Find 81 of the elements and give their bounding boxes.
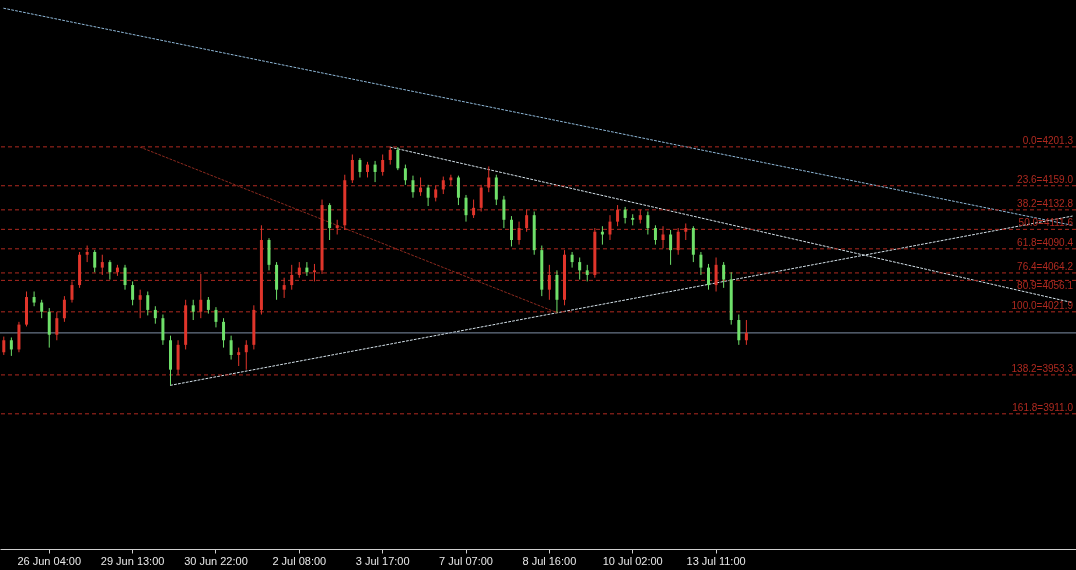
ref-line-label: 23.6=4159.0	[1017, 173, 1074, 185]
candlestick	[714, 256, 718, 293]
ref-line-label: 161.8=3911.0	[1012, 401, 1074, 413]
candlestick	[328, 202, 332, 241]
candlestick	[487, 165, 491, 193]
candlestick	[570, 251, 574, 269]
candlestick	[578, 256, 582, 281]
candlestick	[93, 249, 97, 273]
candlestick	[131, 280, 135, 306]
candlestick	[396, 146, 400, 171]
candlestick	[608, 214, 612, 241]
candlestick	[426, 184, 430, 207]
candlestick	[699, 251, 703, 276]
candlestick	[70, 280, 74, 304]
candlestick	[108, 259, 112, 281]
candlestick	[199, 273, 203, 319]
candlestick	[222, 317, 226, 349]
candlestick	[706, 263, 710, 291]
candlestick	[123, 264, 127, 291]
x-tick-label: 26 Jun 04:00	[17, 554, 82, 567]
x-tick-label: 8 Jul 16:00	[522, 554, 577, 567]
candlestick	[676, 227, 680, 256]
candlestick	[2, 336, 6, 356]
candlestick	[623, 206, 627, 224]
candlestick	[161, 314, 165, 346]
candlestick	[47, 307, 51, 349]
candlestick	[737, 314, 741, 346]
ref-line-label: 0.0=4201.3	[1022, 134, 1074, 146]
candlestick	[229, 335, 233, 361]
x-tick-label: 7 Jul 07:00	[439, 554, 493, 567]
candlestick	[62, 295, 66, 323]
x-tick-label: 3 Jul 17:00	[355, 554, 410, 567]
candlestick	[282, 277, 286, 299]
candlestick	[358, 157, 362, 178]
candlestick	[9, 336, 13, 357]
candlestick	[646, 211, 650, 235]
candlestick	[350, 153, 354, 184]
candlestick	[138, 289, 142, 319]
ref-line-label: 80.9=4056.1	[1017, 280, 1074, 292]
ref-line-label: 76.4=4064.2	[1017, 260, 1074, 272]
candlestick	[661, 225, 665, 249]
candlestick	[191, 299, 195, 321]
ref-line-label: 138.2=3953.3	[1011, 362, 1074, 374]
candlestick	[403, 164, 407, 186]
candlestick	[55, 311, 59, 341]
candlestick	[32, 291, 36, 307]
x-tick-label: 13 Jul 11:00	[686, 554, 746, 567]
candlestick	[653, 224, 657, 246]
candlestick	[616, 204, 620, 227]
candlestick	[411, 175, 415, 199]
candlestick	[744, 319, 748, 346]
candlestick	[456, 175, 460, 206]
candlestick	[146, 291, 150, 316]
x-tick-label: 30 Jun 22:00	[184, 554, 248, 567]
candlestick	[472, 199, 476, 219]
candlestick	[547, 264, 551, 301]
candlestick	[237, 347, 241, 367]
candlestick	[517, 221, 521, 246]
candlestick	[40, 299, 44, 319]
candlestick	[525, 209, 529, 233]
candlestick	[669, 229, 673, 266]
candlestick	[290, 264, 294, 291]
candlestick	[85, 245, 89, 263]
candlestick	[502, 195, 506, 229]
candlestick	[479, 184, 483, 213]
candlestick	[494, 174, 498, 206]
candlestick	[464, 194, 468, 223]
candlestick	[722, 261, 726, 289]
candlestick	[100, 254, 104, 276]
candlestick	[373, 160, 377, 183]
ref-line-label: 100.0=4021.9	[1011, 299, 1074, 311]
candlestick	[509, 215, 513, 247]
ref-line-label: 38.2=4132.8	[1017, 197, 1074, 209]
ref-line-label: 61.8=4090.4	[1017, 236, 1074, 248]
candlestick	[214, 306, 218, 328]
x-tick-label: 2 Jul 08:00	[272, 554, 327, 567]
candlestick	[449, 174, 453, 187]
x-tick-label: 10 Jul 02:00	[602, 554, 663, 567]
candlestick	[244, 339, 248, 371]
x-tick-label: 29 Jun 13:00	[100, 554, 165, 567]
candlestick	[381, 153, 385, 177]
